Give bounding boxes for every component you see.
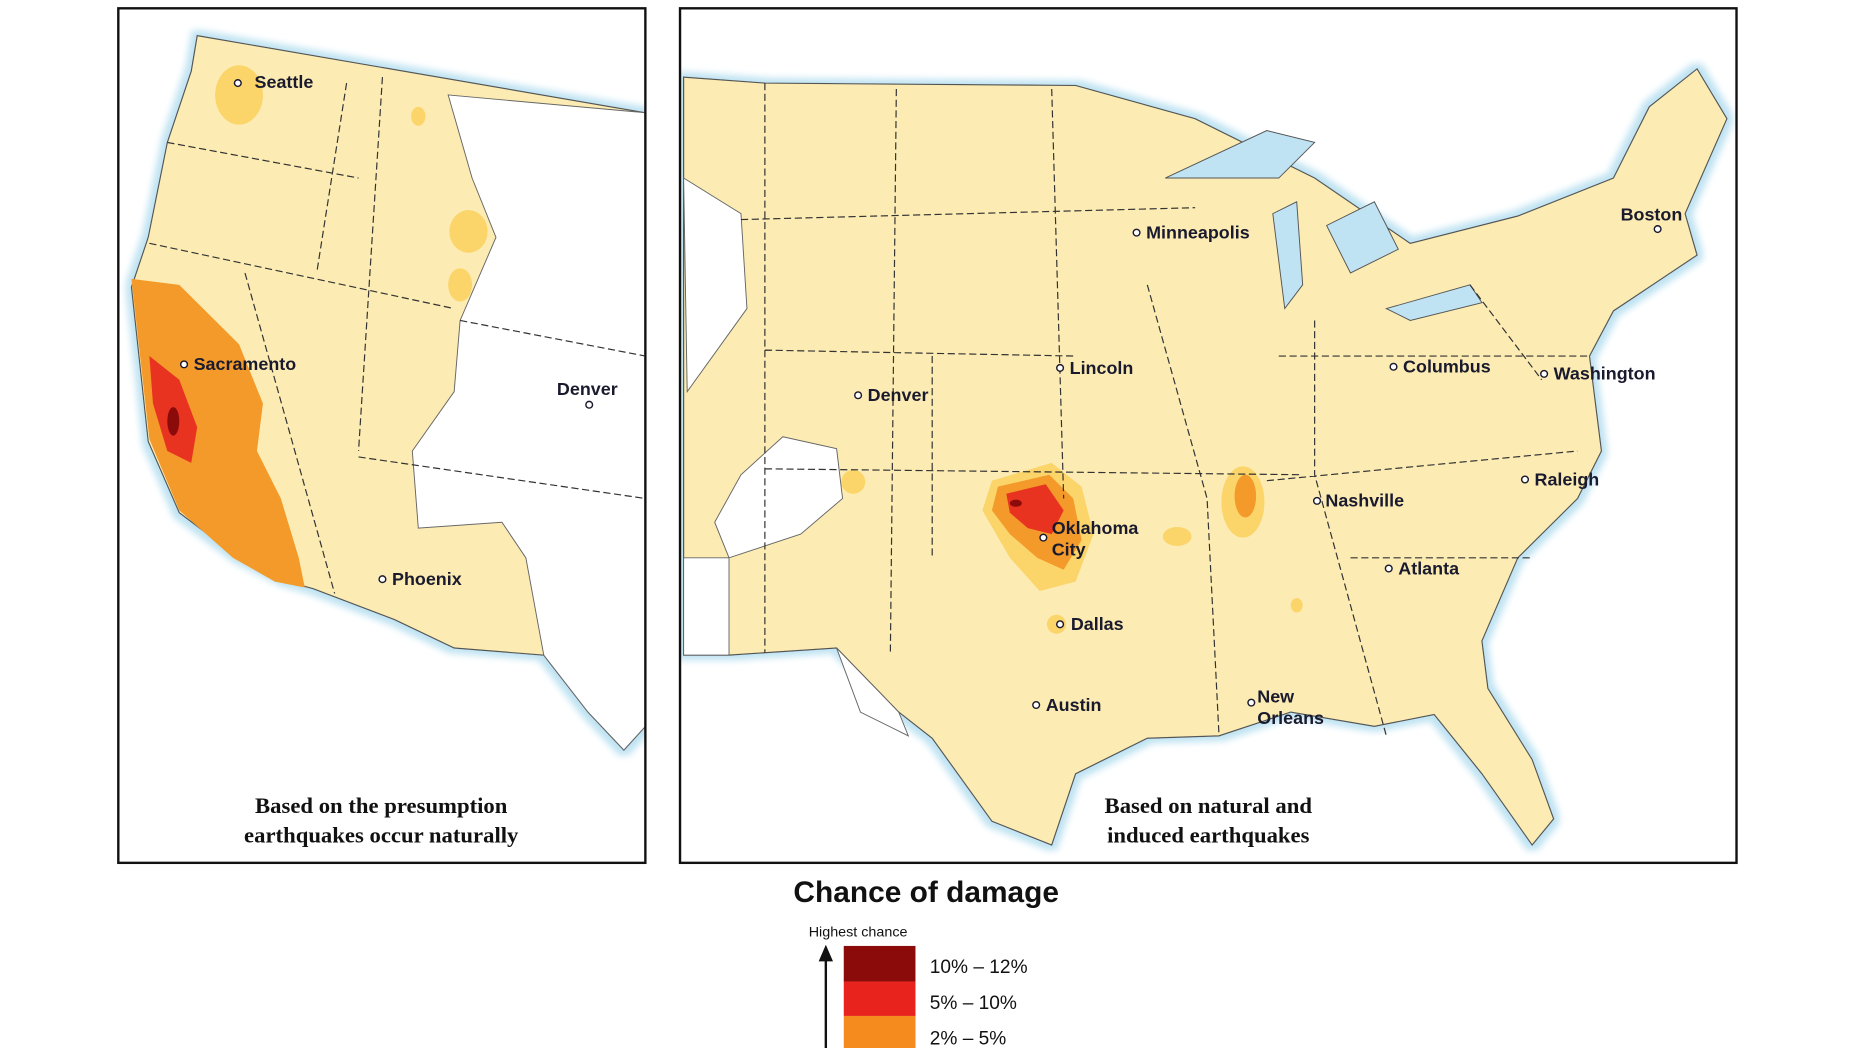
caption: induced earthquakes: [1107, 823, 1310, 848]
hazard-1-2: [1290, 598, 1303, 613]
hazard-1-2: [1162, 526, 1192, 546]
legend-swatch: [843, 945, 916, 982]
state-borders: [740, 83, 1590, 737]
city-label: Columbus: [1403, 357, 1491, 377]
city-marker: [1039, 533, 1048, 542]
city-label: Oklahoma: [1052, 518, 1140, 538]
hazard-2-5: [1234, 474, 1257, 518]
out-of-region: [411, 94, 645, 751]
city-label: Denver: [868, 385, 929, 405]
hazard-1-2: [215, 65, 263, 125]
legend-arrowhead: [818, 944, 833, 962]
city-label: Denver: [557, 379, 618, 399]
city-marker: [179, 360, 189, 369]
city-marker: [1032, 700, 1041, 710]
city-label: Nashville: [1325, 491, 1404, 511]
left-panel: [130, 34, 645, 751]
city-label: Raleigh: [1535, 469, 1600, 489]
city-marker: [585, 400, 594, 409]
city-label: Orleans: [1257, 708, 1324, 728]
city-label: Austin: [1046, 695, 1102, 715]
right-panel-frame: [678, 7, 1738, 865]
city-marker: [1653, 225, 1662, 234]
city-label: Lincoln: [1070, 358, 1134, 378]
hazard-1-2: [411, 106, 426, 126]
hazard-5-10: [1006, 484, 1064, 535]
city-marker: [378, 575, 387, 584]
city-marker: [1520, 475, 1530, 484]
city-label: City: [1052, 539, 1086, 559]
city-label: Sacramento: [194, 354, 297, 374]
city-marker: [233, 79, 242, 88]
caption: earthquakes occur naturally: [244, 823, 519, 848]
city-marker: [1540, 369, 1549, 378]
hazard-1-2: [841, 469, 866, 494]
city-marker: [1056, 620, 1065, 629]
state-borders: [149, 77, 645, 594]
legend-label: 5% – 10%: [930, 993, 1017, 1014]
city-label: Seattle: [255, 72, 314, 92]
legend-label: 10% – 12%: [930, 957, 1028, 978]
great-lakes: [1165, 130, 1483, 321]
legend-axis-label: Highest chance: [809, 924, 908, 940]
hazard-1-2: [448, 268, 473, 302]
hazard-10-12: [1009, 499, 1022, 507]
city-label: Dallas: [1071, 614, 1124, 634]
city-marker: [1312, 496, 1322, 505]
legend-label: 2% – 5%: [930, 1028, 1007, 1048]
legend-swatch: [843, 1015, 916, 1048]
city-label: Atlanta: [1398, 558, 1460, 578]
hazard-1-2: [449, 210, 488, 253]
legend-title: Chance of damage: [793, 876, 1059, 909]
conterminous-us: [683, 67, 1728, 847]
city-marker: [854, 391, 863, 400]
city-marker: [1384, 564, 1393, 573]
city-marker: [1132, 228, 1141, 237]
city-marker: [1247, 698, 1256, 707]
city-label: Boston: [1621, 205, 1683, 225]
city-label: Washington: [1554, 364, 1656, 384]
hazard-10-12: [167, 407, 180, 436]
city-marker: [1389, 362, 1398, 371]
left-panel-frame: [117, 7, 647, 865]
caption: Based on the presumption: [255, 793, 508, 818]
hazard-2-5: [131, 278, 305, 588]
legend-swatch: [843, 981, 916, 1016]
caption: Based on natural and: [1105, 793, 1313, 818]
right-panel: [683, 67, 1728, 847]
city-label: Minneapolis: [1146, 223, 1250, 243]
city-marker: [1056, 363, 1065, 372]
city-label: New: [1257, 687, 1294, 707]
city-label: Phoenix: [392, 569, 462, 589]
